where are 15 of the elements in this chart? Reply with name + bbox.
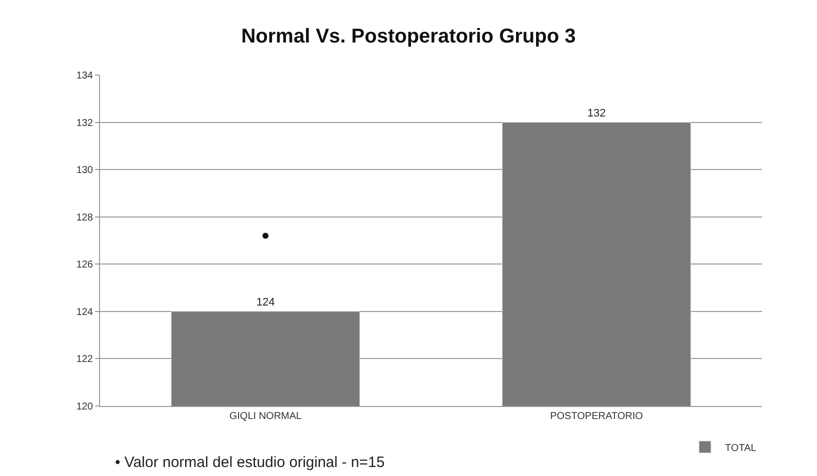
x-tick-label: GIQLI NORMAL [229,411,302,422]
y-tick-label: 120 [76,402,94,412]
y-tick-label: 126 [76,260,94,271]
y-tick-label: 124 [76,306,94,318]
y-tick-label: 130 [76,165,94,176]
legend-label: TOTAL [725,442,757,454]
data-label: 132 [587,107,606,120]
chart-title: Normal Vs. Postoperatorio Grupo 3 [241,26,576,48]
data-label: 124 [256,296,275,308]
text: • Valor normal del estudio original - n=15 [115,454,385,471]
y-tick-label: 134 [76,70,94,82]
y-tick-label: 132 [76,118,94,129]
y-tick-label: 128 [76,212,94,224]
y-tick-label: 122 [76,354,94,366]
x-tick-label: POSTOPERATORIO [550,411,644,422]
